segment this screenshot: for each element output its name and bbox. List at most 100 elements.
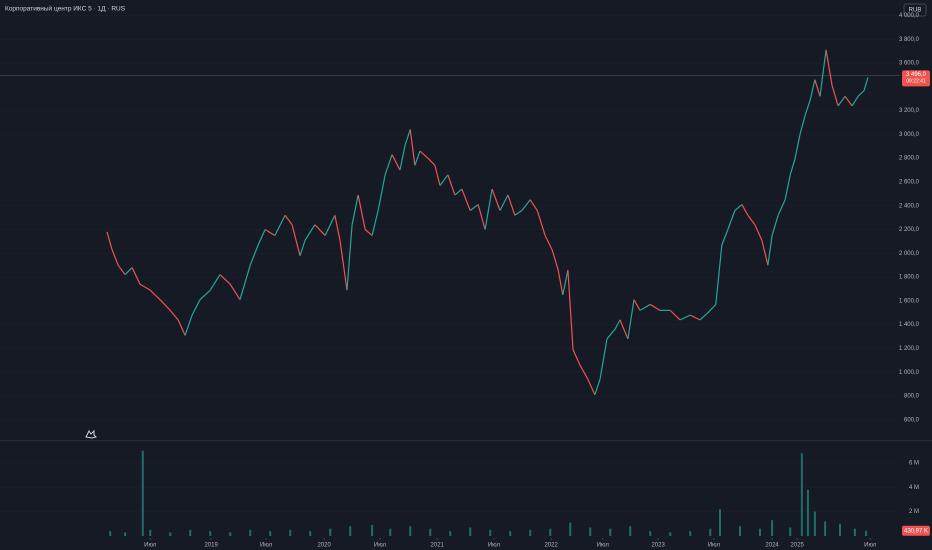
price-segment xyxy=(599,338,608,380)
price-segment xyxy=(106,231,113,250)
price-segment xyxy=(149,289,161,301)
price-segment xyxy=(721,229,729,246)
price-segment xyxy=(209,274,221,291)
price-segment xyxy=(274,214,286,236)
y-tick-label: 3 200,0 xyxy=(899,108,920,114)
price-segment xyxy=(747,214,756,226)
price-segment xyxy=(594,379,601,395)
volume-bar xyxy=(249,529,252,536)
currency-box[interactable] xyxy=(903,3,927,17)
y-tick-label: 3 600,0 xyxy=(899,61,920,67)
last-price-label: 3 496,0 xyxy=(906,72,927,78)
volume-bar xyxy=(309,531,312,536)
price-segment xyxy=(111,249,119,266)
price-segment xyxy=(239,265,251,300)
volume-bar xyxy=(409,526,412,536)
y-tick-label: 2 000,0 xyxy=(899,251,920,257)
price-segment xyxy=(184,314,193,336)
volume-bar xyxy=(189,529,192,536)
y-tick-label: 4 M xyxy=(909,485,919,491)
price-segment xyxy=(689,314,701,321)
volume-bar xyxy=(269,531,272,536)
volume-bar xyxy=(739,526,741,536)
volume-bar xyxy=(449,531,452,536)
price-segment xyxy=(572,349,581,366)
y-tick-label: 2 400,0 xyxy=(899,203,920,209)
price-segment xyxy=(863,77,869,91)
price-segment xyxy=(639,303,651,311)
volume-bar xyxy=(771,520,774,536)
price-segment xyxy=(169,309,179,321)
volume-bar xyxy=(529,529,532,536)
price-segment xyxy=(789,159,796,175)
price-segment xyxy=(159,299,171,311)
y-tick-label: 800,0 xyxy=(904,394,920,400)
volume-bar xyxy=(806,489,809,536)
price-segment xyxy=(491,188,501,211)
x-tick-label: Июл xyxy=(144,543,157,549)
y-tick-label: 2 M xyxy=(909,509,919,515)
volume-bar xyxy=(509,531,512,536)
price-segment xyxy=(384,154,393,176)
price-segment xyxy=(229,283,241,300)
price-segment xyxy=(314,224,326,236)
x-tick-label: Июл xyxy=(708,543,721,549)
volume-bar xyxy=(209,531,212,536)
price-segment xyxy=(177,319,186,336)
y-tick-label: 1 800,0 xyxy=(899,275,920,281)
x-tick-label: 2020 xyxy=(318,543,332,549)
price-segment xyxy=(391,154,401,171)
volume-bar xyxy=(169,532,172,536)
price-segment xyxy=(299,240,306,256)
last-volume-tag xyxy=(902,525,930,536)
price-segment xyxy=(814,79,821,97)
price-segment xyxy=(339,240,348,291)
price-segment xyxy=(551,249,559,271)
y-tick-label: 4 000,0 xyxy=(899,13,920,19)
y-tick-label: 2 800,0 xyxy=(899,156,920,162)
volume-bar xyxy=(865,530,868,536)
price-segment xyxy=(544,235,553,250)
price-segment xyxy=(117,264,126,276)
price-segment xyxy=(619,319,629,340)
price-segment xyxy=(477,204,486,230)
price-segment xyxy=(562,269,569,296)
volume-bar xyxy=(289,529,292,536)
price-segment xyxy=(761,240,769,266)
price-segment xyxy=(219,274,231,285)
price-segment xyxy=(521,199,531,211)
price-segment xyxy=(784,174,791,200)
price-segment xyxy=(715,244,723,305)
x-tick-label: 2019 xyxy=(204,543,218,549)
volume-bar xyxy=(569,522,572,536)
y-tick-label: 1 200,0 xyxy=(899,346,920,352)
price-segment xyxy=(257,229,266,246)
price-segment xyxy=(427,157,436,166)
price-segment xyxy=(484,188,493,230)
volume-bar xyxy=(229,532,232,536)
volume-bar xyxy=(469,527,472,536)
price-segment xyxy=(469,204,479,211)
price-segment xyxy=(754,224,763,241)
price-segment xyxy=(324,214,336,236)
price-segment xyxy=(399,144,406,171)
price-segment xyxy=(249,244,259,266)
volume-bar xyxy=(649,531,652,536)
last-volume-label: 430,97 K xyxy=(904,528,928,534)
price-segment xyxy=(334,215,341,241)
price-segment xyxy=(557,269,564,296)
y-tick-label: 1 400,0 xyxy=(899,322,920,328)
volume-bar xyxy=(813,511,816,536)
price-segment xyxy=(633,299,641,311)
currency[interactable]: RUB xyxy=(909,8,922,14)
price-segment xyxy=(191,299,201,316)
logo[interactable] xyxy=(85,429,97,439)
price-segment xyxy=(447,174,456,196)
price-segment xyxy=(371,210,379,236)
last-price-tag xyxy=(902,70,930,87)
price-segment xyxy=(377,174,386,211)
price-segment xyxy=(679,314,691,321)
price-segment xyxy=(837,95,846,107)
